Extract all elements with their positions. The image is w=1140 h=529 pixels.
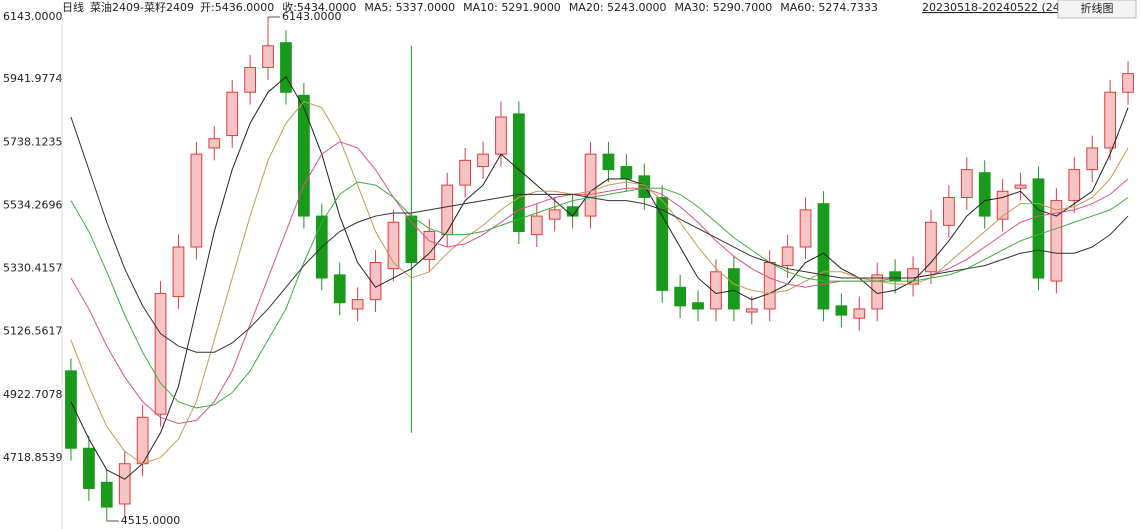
candle-body <box>172 246 185 298</box>
y-tick-label: 4718.8539 <box>3 451 63 464</box>
candle-body <box>763 261 776 310</box>
candle-body <box>1050 200 1063 282</box>
candle-body <box>262 45 274 68</box>
candle-body <box>674 286 686 307</box>
candle-body <box>1032 178 1045 279</box>
y-tick-label: 4922.7078 <box>3 388 63 401</box>
candle-body <box>602 153 615 171</box>
moving-average-line <box>70 75 1129 480</box>
candle-body <box>853 308 866 319</box>
candle-body <box>495 116 507 155</box>
candle-body <box>907 268 919 285</box>
y-tick-label: 5738.1235 <box>3 135 63 148</box>
candle-body <box>441 184 454 236</box>
candle-body <box>1122 73 1134 93</box>
candle-body <box>978 172 991 217</box>
date-range: 20230518-20240522 (241) <box>922 1 1071 14</box>
candle-body <box>423 231 436 260</box>
candle-body <box>298 94 310 217</box>
candle-body <box>620 166 633 180</box>
candle-body <box>208 138 221 149</box>
readout: MA10: 5291.9000 <box>463 1 561 14</box>
y-tick-label: 5126.5617 <box>3 325 63 338</box>
candle-body <box>333 274 346 304</box>
candle-body <box>226 91 239 137</box>
candle-body <box>351 299 364 310</box>
candle-body <box>83 447 95 489</box>
candle-body <box>190 153 203 248</box>
candle-body <box>100 481 113 508</box>
candle-body <box>584 153 597 217</box>
annotation: 4515.0000 <box>121 514 180 527</box>
moving-average-line <box>70 116 1129 353</box>
candle-body <box>835 305 848 316</box>
candle-body <box>387 221 400 270</box>
candle-body <box>996 190 1009 220</box>
y-tick-label: 5534.2696 <box>3 198 63 211</box>
candles <box>65 17 1134 521</box>
candle-body <box>960 169 973 198</box>
candle-body <box>925 221 937 273</box>
candle-body <box>513 113 525 233</box>
readout: MA5: 5337.0000 <box>364 1 455 14</box>
candle-body <box>943 196 955 226</box>
y-tick-label: 5330.4157 <box>3 262 63 275</box>
chart-toggle-button[interactable] <box>1057 0 1137 19</box>
candle-body <box>530 215 543 236</box>
candle-body <box>477 153 489 168</box>
candle-body <box>1086 147 1099 171</box>
candle-body <box>656 196 669 291</box>
candle-body <box>65 370 77 449</box>
candle-body <box>745 308 758 313</box>
candle-body <box>638 175 651 198</box>
candle-body <box>781 246 794 267</box>
moving-average-line <box>70 181 1129 409</box>
candle-body <box>1104 91 1116 149</box>
candle-body <box>244 66 256 93</box>
readout: 收:5434.0000 <box>282 0 356 14</box>
readout: MA30: 5290.7000 <box>675 1 773 14</box>
y-tick-label: 5941.9774 <box>3 72 63 85</box>
candle-body <box>118 463 131 505</box>
candle-body <box>369 261 382 301</box>
candle-body <box>154 292 167 415</box>
readout: 开:5436.0000 <box>200 1 274 14</box>
candle-body <box>728 268 740 310</box>
header: 日线 菜油2409-菜籽2409 20230518-20240522 (241)… <box>62 0 1137 19</box>
candle-body <box>1068 169 1081 202</box>
candle-body <box>459 159 471 186</box>
chart-toggle-label[interactable]: 折线图 <box>1081 1 1114 15</box>
moving-average-line <box>70 141 1129 424</box>
candle-body <box>405 215 418 263</box>
readout: MA20: 5243.0000 <box>569 1 667 14</box>
candle-body <box>548 209 561 220</box>
annotation: 6143.0000 <box>282 10 342 23</box>
candle-body <box>889 271 901 282</box>
candle-body <box>799 209 812 248</box>
y-tick-label: 6143.0000 <box>3 10 63 23</box>
moving-average-line <box>70 100 1129 465</box>
candle-body <box>710 271 722 310</box>
candle-body <box>692 302 704 310</box>
readout: MA60: 5274.7333 <box>780 1 878 14</box>
candle-body <box>280 42 292 93</box>
symbol: 菜油2409-菜籽2409 <box>90 0 194 14</box>
candle-body <box>1014 184 1027 189</box>
candle-body <box>871 274 884 310</box>
period: 日线 <box>62 0 84 14</box>
